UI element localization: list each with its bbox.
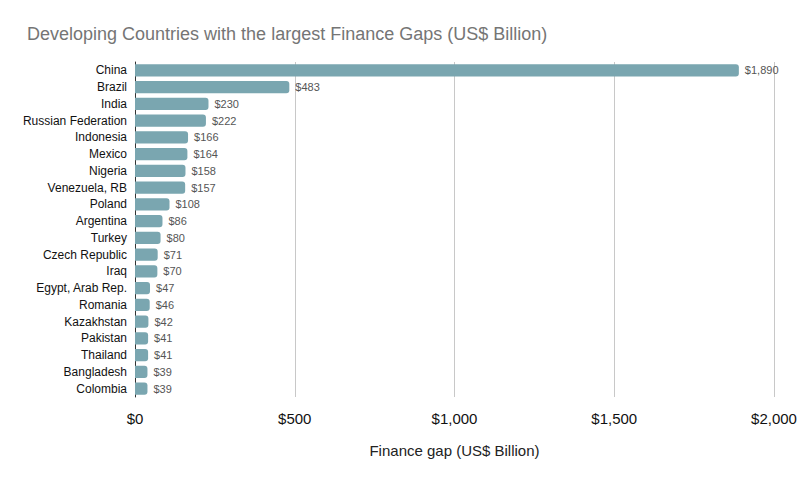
svg-text:$1,000: $1,000 [432,410,478,427]
svg-text:India: India [101,97,127,111]
svg-text:Indonesia: Indonesia [75,130,127,144]
svg-text:$500: $500 [278,410,311,427]
svg-text:Poland: Poland [90,197,127,211]
svg-text:Russian Federation: Russian Federation [23,114,127,128]
svg-text:$80: $80 [167,232,185,244]
svg-text:$42: $42 [154,316,172,328]
svg-text:$41: $41 [154,349,172,361]
svg-text:Thailand: Thailand [81,348,127,362]
svg-text:$86: $86 [168,215,186,227]
svg-text:$46: $46 [156,299,174,311]
svg-text:$230: $230 [214,98,238,110]
svg-text:Kazakhstan: Kazakhstan [64,315,127,329]
svg-text:Colombia: Colombia [76,382,127,396]
svg-text:Bangladesh: Bangladesh [64,365,127,379]
svg-text:Nigeria: Nigeria [89,164,127,178]
svg-text:$47: $47 [156,282,174,294]
svg-text:$164: $164 [193,148,217,160]
svg-text:$158: $158 [191,165,215,177]
svg-text:Romania: Romania [79,298,127,312]
svg-text:$1,890: $1,890 [745,64,779,76]
svg-text:$70: $70 [163,265,181,277]
svg-text:$0: $0 [127,410,144,427]
svg-text:$108: $108 [176,198,200,210]
svg-text:$2,000: $2,000 [751,410,797,427]
svg-text:Czech Republic: Czech Republic [43,248,127,262]
svg-text:$222: $222 [212,115,236,127]
svg-text:$39: $39 [153,383,171,395]
svg-text:Egypt, Arab Rep.: Egypt, Arab Rep. [36,281,127,295]
svg-text:$157: $157 [191,182,215,194]
svg-text:Pakistan: Pakistan [81,331,127,345]
svg-text:$166: $166 [194,131,218,143]
svg-text:Finance gap (US$ Billion): Finance gap (US$ Billion) [369,442,539,459]
svg-text:Developing Countries with the: Developing Countries with the largest Fi… [27,24,547,44]
svg-text:$41: $41 [154,332,172,344]
svg-text:Turkey: Turkey [91,231,127,245]
svg-text:Venezuela, RB: Venezuela, RB [48,181,127,195]
svg-text:$1,500: $1,500 [591,410,637,427]
svg-text:Argentina: Argentina [76,214,128,228]
svg-text:Brazil: Brazil [97,80,127,94]
svg-text:$483: $483 [295,81,319,93]
svg-text:China: China [96,63,128,77]
svg-text:Iraq: Iraq [106,264,127,278]
svg-text:$39: $39 [153,366,171,378]
svg-text:Mexico: Mexico [89,147,127,161]
svg-text:$71: $71 [164,249,182,261]
